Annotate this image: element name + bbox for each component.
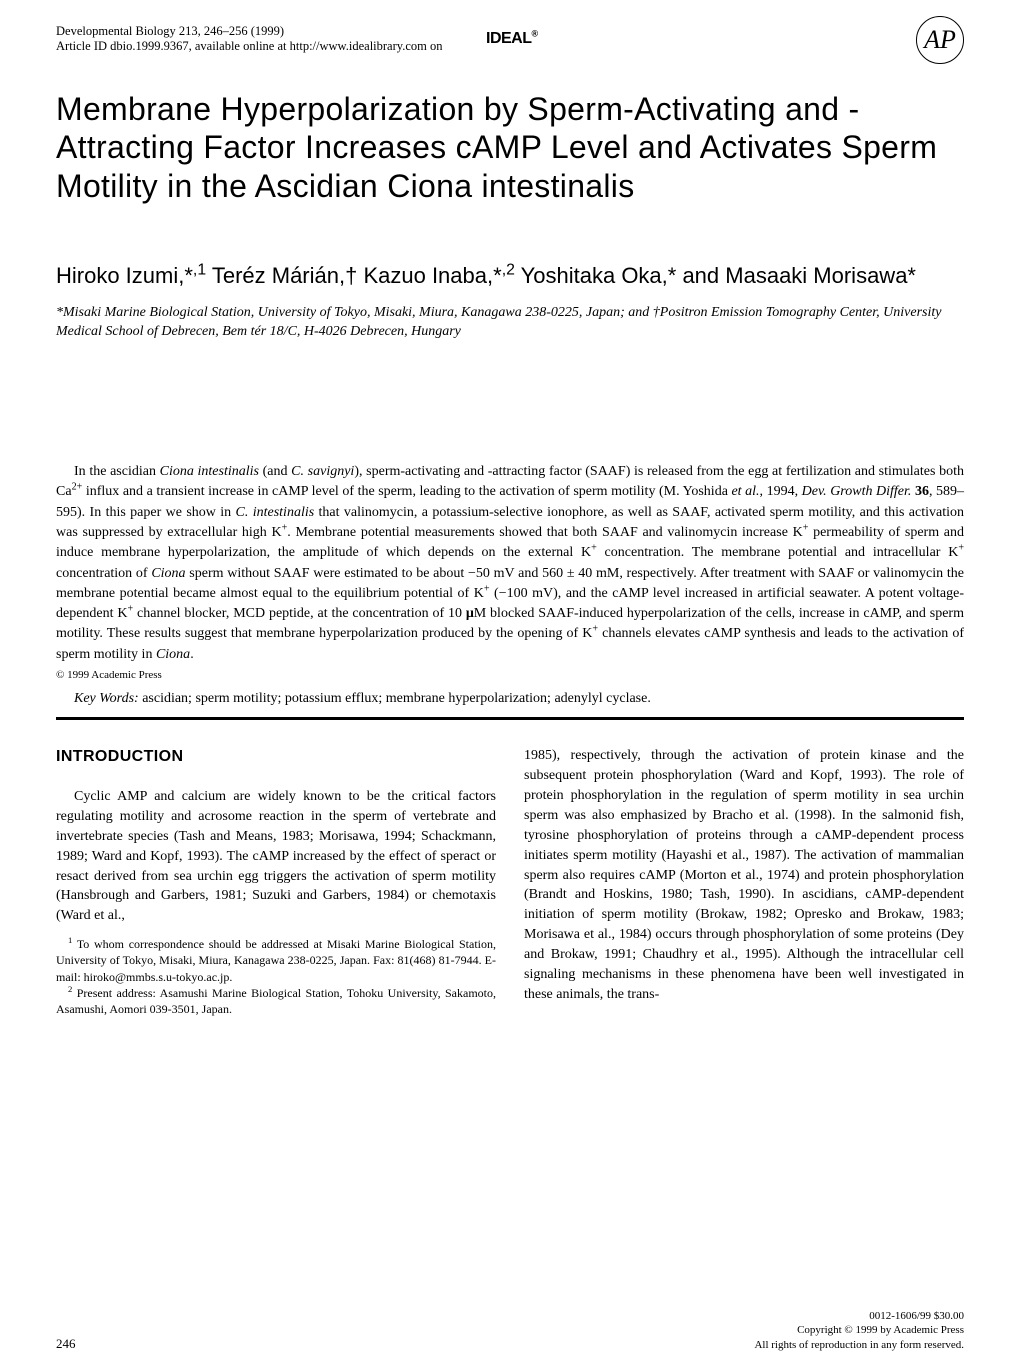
right-column: 1985), respectively, through the activat… bbox=[524, 746, 964, 1017]
page-footer: 246 0012-1606/99 $30.00 Copyright © 1999… bbox=[56, 1309, 964, 1352]
section-divider bbox=[56, 717, 964, 720]
publisher-logo-text: AP bbox=[924, 25, 956, 55]
footer-copyright: Copyright © 1999 by Academic Press bbox=[754, 1323, 964, 1337]
intro-paragraph-left: Cyclic AMP and calcium are widely known … bbox=[56, 787, 496, 926]
abstract: In the ascidian Ciona intestinalis (and … bbox=[56, 462, 964, 685]
footnote-1-text: To whom correspondence should be address… bbox=[56, 937, 496, 983]
ideal-reg-mark: ® bbox=[532, 29, 538, 39]
publisher-logo-icon: AP bbox=[916, 16, 964, 64]
ideal-logo: IDEAL® bbox=[486, 30, 538, 48]
keywords-text: ascidian; sperm motility; potassium effl… bbox=[139, 691, 651, 706]
footer-rights: All rights of reproduction in any form r… bbox=[754, 1338, 964, 1352]
footer-copyright-block: 0012-1606/99 $30.00 Copyright © 1999 by … bbox=[754, 1309, 964, 1352]
footnote-1: 1 To whom correspondence should be addre… bbox=[56, 936, 496, 985]
affiliations: *Misaki Marine Biological Station, Unive… bbox=[56, 303, 964, 342]
left-column: INTRODUCTION Cyclic AMP and calcium are … bbox=[56, 746, 496, 1017]
author-list: Hiroko Izumi,*,1 Teréz Márián,† Kazuo In… bbox=[56, 261, 964, 291]
keywords: Key Words: ascidian; sperm motility; pot… bbox=[56, 691, 964, 707]
intro-paragraph-right: 1985), respectively, through the activat… bbox=[524, 746, 964, 1004]
keywords-label: Key Words: bbox=[74, 691, 139, 706]
article-title: Membrane Hyperpolarization by Sperm-Acti… bbox=[56, 90, 964, 205]
abstract-text: In the ascidian Ciona intestinalis (and … bbox=[56, 462, 964, 665]
introduction-heading: INTRODUCTION bbox=[56, 746, 496, 769]
footnote-2: 2 Present address: Asamushi Marine Biolo… bbox=[56, 985, 496, 1017]
footnote-2-text: Present address: Asamushi Marine Biologi… bbox=[56, 986, 496, 1016]
body-columns: INTRODUCTION Cyclic AMP and calcium are … bbox=[56, 746, 964, 1017]
ideal-logo-text: IDEAL bbox=[486, 30, 532, 47]
page-number: 246 bbox=[56, 1336, 76, 1352]
abstract-copyright: © 1999 Academic Press bbox=[56, 669, 162, 681]
footer-issn: 0012-1606/99 $30.00 bbox=[754, 1309, 964, 1323]
